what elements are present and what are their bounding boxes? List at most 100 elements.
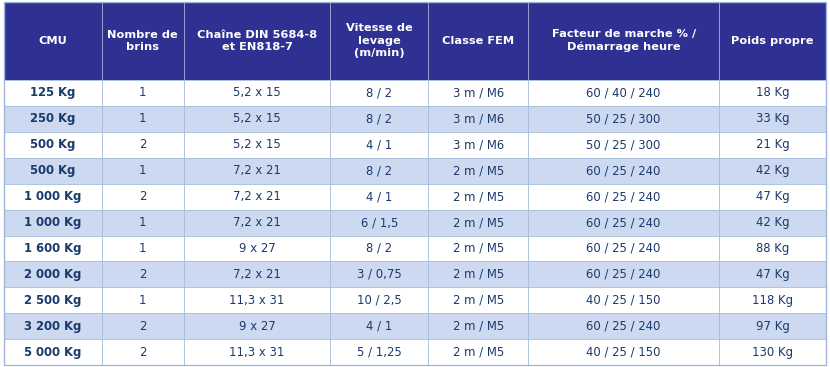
Bar (4, 210, 102, 236)
Bar (102, 132, 183, 158)
Text: Vitesse de
levage
(m/min): Vitesse de levage (m/min) (346, 23, 413, 58)
Text: Chaîne DIN 5684-8
et EN818-7: Chaîne DIN 5684-8 et EN818-7 (197, 30, 317, 52)
Text: 2 m / M5: 2 m / M5 (452, 294, 504, 307)
Text: 8 / 2: 8 / 2 (366, 242, 393, 255)
Bar (428, 210, 529, 236)
Bar (719, 313, 826, 339)
Text: 130 Kg: 130 Kg (752, 346, 793, 359)
Bar (4, 106, 102, 132)
Bar (719, 2, 826, 80)
Bar (4, 236, 102, 261)
Bar (4, 184, 102, 210)
Bar (330, 184, 428, 210)
Bar (102, 287, 183, 313)
Bar (428, 158, 529, 184)
Text: 1 000 Kg: 1 000 Kg (24, 216, 81, 229)
Text: 2: 2 (139, 138, 146, 151)
Text: Facteur de marche % /
Démarrage heure: Facteur de marche % / Démarrage heure (552, 29, 696, 52)
Text: Classe FEM: Classe FEM (442, 36, 515, 46)
Bar (428, 261, 529, 287)
Bar (330, 236, 428, 261)
Text: Poids propre: Poids propre (731, 36, 813, 46)
Text: 3 m / M6: 3 m / M6 (452, 86, 504, 99)
Bar (529, 261, 719, 287)
Bar (428, 313, 529, 339)
Text: 42 Kg: 42 Kg (755, 164, 789, 177)
Text: 4 / 1: 4 / 1 (366, 190, 393, 203)
Text: 5 000 Kg: 5 000 Kg (24, 346, 81, 359)
Text: 2 m / M5: 2 m / M5 (452, 164, 504, 177)
Bar (183, 184, 330, 210)
Bar (330, 158, 428, 184)
Bar (102, 261, 183, 287)
Bar (428, 132, 529, 158)
Bar (330, 313, 428, 339)
Text: 40 / 25 / 150: 40 / 25 / 150 (587, 294, 661, 307)
Text: 1 600 Kg: 1 600 Kg (24, 242, 81, 255)
Text: 33 Kg: 33 Kg (755, 112, 789, 126)
Text: 50 / 25 / 300: 50 / 25 / 300 (587, 138, 661, 151)
Bar (102, 339, 183, 365)
Text: 60 / 25 / 240: 60 / 25 / 240 (587, 268, 661, 281)
Bar (719, 158, 826, 184)
Text: 1: 1 (139, 294, 146, 307)
Bar (102, 106, 183, 132)
Text: 21 Kg: 21 Kg (755, 138, 789, 151)
Bar (183, 261, 330, 287)
Bar (4, 2, 102, 80)
Text: 500 Kg: 500 Kg (30, 164, 76, 177)
Text: 4 / 1: 4 / 1 (366, 138, 393, 151)
Bar (529, 339, 719, 365)
Bar (719, 261, 826, 287)
Bar (428, 184, 529, 210)
Text: 1: 1 (139, 112, 146, 126)
Bar (183, 287, 330, 313)
Bar (330, 2, 428, 80)
Text: Nombre de
brins: Nombre de brins (107, 30, 178, 52)
Bar (529, 80, 719, 106)
Text: 4 / 1: 4 / 1 (366, 320, 393, 333)
Bar (102, 184, 183, 210)
Text: 2 m / M5: 2 m / M5 (452, 346, 504, 359)
Text: 1: 1 (139, 86, 146, 99)
Text: 47 Kg: 47 Kg (755, 268, 789, 281)
Text: 125 Kg: 125 Kg (30, 86, 76, 99)
Text: 2 m / M5: 2 m / M5 (452, 268, 504, 281)
Bar (102, 80, 183, 106)
Text: 2: 2 (139, 190, 146, 203)
Text: 1 000 Kg: 1 000 Kg (24, 190, 81, 203)
Text: 7,2 x 21: 7,2 x 21 (233, 164, 281, 177)
Text: 40 / 25 / 150: 40 / 25 / 150 (587, 346, 661, 359)
Bar (102, 313, 183, 339)
Text: 2 m / M5: 2 m / M5 (452, 242, 504, 255)
Text: 8 / 2: 8 / 2 (366, 164, 393, 177)
Text: 5,2 x 15: 5,2 x 15 (233, 86, 281, 99)
Text: 7,2 x 21: 7,2 x 21 (233, 268, 281, 281)
Bar (719, 339, 826, 365)
Text: 2 m / M5: 2 m / M5 (452, 320, 504, 333)
Text: CMU: CMU (38, 36, 67, 46)
Text: 1: 1 (139, 242, 146, 255)
Text: 5,2 x 15: 5,2 x 15 (233, 138, 281, 151)
Bar (4, 80, 102, 106)
Bar (102, 210, 183, 236)
Bar (529, 236, 719, 261)
Text: 6 / 1,5: 6 / 1,5 (360, 216, 398, 229)
Bar (183, 236, 330, 261)
Text: 9 x 27: 9 x 27 (238, 242, 276, 255)
Bar (428, 339, 529, 365)
Bar (719, 132, 826, 158)
Text: 250 Kg: 250 Kg (30, 112, 76, 126)
Bar (4, 339, 102, 365)
Bar (102, 2, 183, 80)
Text: 2: 2 (139, 346, 146, 359)
Bar (529, 2, 719, 80)
Text: 60 / 25 / 240: 60 / 25 / 240 (587, 164, 661, 177)
Bar (183, 2, 330, 80)
Bar (330, 261, 428, 287)
Text: 2: 2 (139, 268, 146, 281)
Text: 118 Kg: 118 Kg (752, 294, 793, 307)
Text: 2 m / M5: 2 m / M5 (452, 190, 504, 203)
Bar (330, 287, 428, 313)
Text: 2 m / M5: 2 m / M5 (452, 216, 504, 229)
